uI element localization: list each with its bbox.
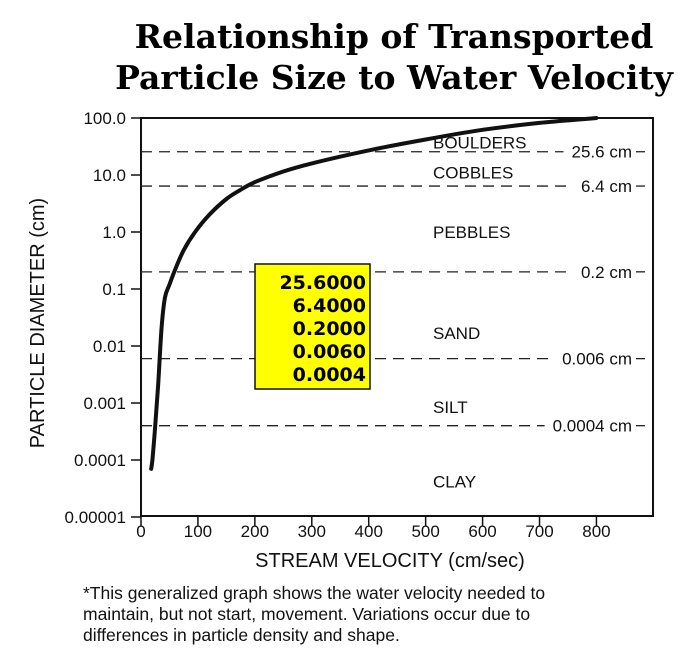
footnote-line-1: *This generalized graph shows the water … [83,583,546,603]
class-label-cobbles: COBBLES [433,164,513,183]
boundary-lines: 25.6 cm 6.4 cm 0.2 cm 0.006 cm 0.0004 cm [141,143,645,436]
class-label-boulders: BOULDERS [433,134,527,153]
y-tick-label-6: 0.001 [83,394,126,413]
highlight-value-3: 0.2000 [293,318,366,340]
class-label-clay: CLAY [433,472,476,491]
boundary-label-1: 25.6 cm [572,143,632,162]
highlight-value-2: 6.4000 [293,295,366,317]
x-tick-label-4: 300 [298,522,326,541]
y-tick-label-3: 1.0 [102,223,126,242]
y-tick-label-5: 0.01 [93,337,126,356]
y-axis-label: PARTICLE DIAMETER (cm) [27,198,49,448]
velocity-size-curve [149,116,599,471]
highlight-box-background [254,263,371,390]
class-label-sand: SAND [433,324,480,343]
boundary-label-4: 0.006 cm [562,350,632,369]
footnote-line-2: maintain, but not start, movement. Varia… [83,604,531,624]
x-tick-label-6: 500 [411,522,439,541]
x-axis-label: STREAM VELOCITY (cm/sec) [255,550,525,572]
plot-frame [140,117,654,517]
y-tick-label-2: 10.0 [93,166,126,185]
boundary-label-2: 6.4 cm [581,177,632,196]
boundary-label-3: 0.2 cm [581,263,632,282]
x-tick-label-3: 200 [241,522,269,541]
y-axis-ticks: 100.0 10.0 1.0 0.1 0.01 0.001 0.0001 0.00001 [65,109,141,527]
highlight-box: 25.6000 6.4000 0.2000 0.0060 0.0004 [254,263,371,390]
x-tick-label-8: 700 [525,522,553,541]
y-tick-label-7: 0.0001 [74,451,126,470]
x-axis-ticks: 0 100 200 300 400 500 600 700 800 [136,516,611,541]
x-tick-label-7: 600 [468,522,496,541]
highlight-value-5: 0.0004 [293,364,366,386]
class-labels: BOULDERS COBBLES PEBBLES SAND SILT CLAY [433,134,527,492]
x-tick-label-5: 400 [355,522,383,541]
y-tick-label-1: 100.0 [83,109,126,128]
y-tick-label-4: 0.1 [102,280,126,299]
boundary-label-5: 0.0004 cm [553,417,632,436]
class-label-pebbles: PEBBLES [433,223,511,242]
y-tick-label-8: 0.00001 [65,508,126,527]
footnote: *This generalized graph shows the water … [83,583,678,646]
x-tick-label-1: 0 [136,522,145,541]
footnote-line-3: differences in particle density and shap… [83,625,400,645]
chart-title-line-1: Relationship of Transported [135,17,654,56]
class-label-silt: SILT [433,398,468,417]
chart-title-line-2: Particle Size to Water Velocity [115,58,674,97]
x-tick-label-9: 800 [582,522,610,541]
chart-title: Relationship of Transported Particle Siz… [115,17,674,97]
highlight-value-1: 25.6000 [279,272,366,294]
highlight-value-4: 0.0060 [293,341,366,363]
x-tick-label-2: 100 [184,522,212,541]
